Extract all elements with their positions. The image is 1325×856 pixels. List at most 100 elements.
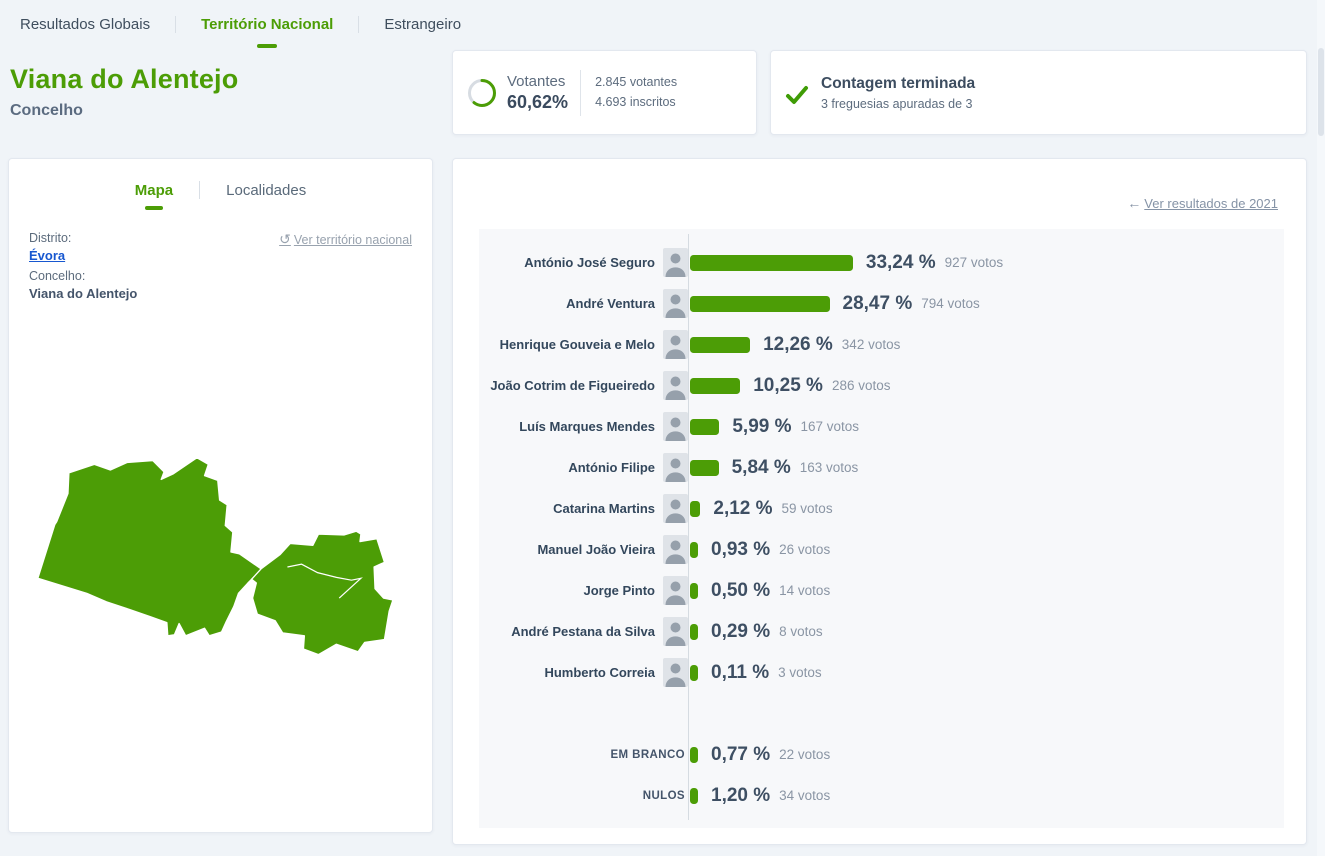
- candidate-photo: [663, 289, 688, 318]
- result-votes: 8 votos: [779, 624, 823, 639]
- result-percent: 0,93 %: [711, 538, 771, 560]
- tab-localidades[interactable]: Localidades: [226, 181, 307, 199]
- result-bar: [690, 336, 751, 353]
- result-votes: 286 votos: [831, 378, 891, 393]
- result-votes: 59 votos: [781, 501, 833, 516]
- nav-separator: [175, 16, 177, 33]
- chart-axis: [688, 234, 689, 820]
- result-percent: 0,50 %: [711, 579, 771, 601]
- map-tabs: Mapa Localidades: [9, 181, 432, 199]
- turnout-registered: 4.693 inscritos: [595, 94, 676, 109]
- map-inner-border: [287, 563, 363, 599]
- result-votes: 26 votos: [779, 542, 831, 557]
- result-percent: 33,24 %: [865, 251, 936, 273]
- candidate-photo: [663, 453, 688, 482]
- turnout-card: Votantes 60,62% 2.845 votantes 4.693 ins…: [452, 50, 757, 135]
- candidate-name: Catarina Martins: [553, 501, 655, 516]
- result-row: António Filipe 5,84 % 163 votos: [479, 447, 1284, 488]
- checkmark-icon: [785, 85, 809, 105]
- top-navigation: Resultados Globais Território Nacional E…: [18, 16, 463, 33]
- candidate-name: Jorge Pinto: [583, 583, 655, 598]
- result-votes: 794 votos: [921, 296, 980, 311]
- result-percent: 12,26 %: [763, 333, 833, 355]
- result-row: António José Seguro 33,24 % 927 votos: [479, 242, 1284, 283]
- result-votes: 3 votos: [778, 665, 822, 680]
- map-region-east[interactable]: [250, 530, 394, 656]
- undo-icon: ↺: [279, 231, 291, 247]
- result-votes: 342 votos: [841, 337, 901, 352]
- candidate-photo: [663, 371, 688, 400]
- result-percent: 2,12 %: [713, 497, 773, 519]
- candidate-name: António Filipe: [568, 460, 655, 475]
- counting-status-card: Contagem terminada 3 freguesias apuradas…: [770, 50, 1307, 135]
- municipality-map: [37, 457, 394, 656]
- chart-gap: [479, 693, 1284, 734]
- result-bar: [690, 541, 698, 558]
- turnout-ring-icon: [467, 78, 497, 108]
- candidate-photo: [663, 658, 688, 687]
- counting-status-title: Contagem terminada: [821, 74, 976, 92]
- result-row: André Ventura 28,47 % 794 votos: [479, 283, 1284, 324]
- result-votes: 163 votos: [799, 460, 859, 475]
- result-bar: [690, 500, 701, 517]
- result-row: Henrique Gouveia e Melo 12,26 % 342 voto…: [479, 324, 1284, 365]
- result-row: Luís Marques Mendes 5,99 % 167 votos: [479, 406, 1284, 447]
- candidate-name: Manuel João Vieira: [537, 542, 655, 557]
- tab-resultados-globais[interactable]: Resultados Globais: [20, 16, 151, 33]
- result-bar: [690, 664, 698, 681]
- candidate-name: António José Seguro: [524, 255, 655, 270]
- result-percent: 0,77 %: [711, 743, 771, 765]
- district-label: Distrito:: [29, 231, 72, 245]
- result-row: Jorge Pinto 0,50 % 14 votos: [479, 570, 1284, 611]
- results-card: ← Ver resultados de 2021 António José Seg…: [452, 158, 1307, 845]
- result-percent: 5,84 %: [731, 456, 791, 478]
- candidate-name: Luís Marques Mendes: [519, 419, 655, 434]
- result-percent: 5,99 %: [732, 415, 792, 437]
- page-title: Viana do Alentejo: [10, 64, 239, 94]
- tab-mapa[interactable]: Mapa: [134, 181, 174, 199]
- candidate-photo: [663, 248, 688, 277]
- map-card: Mapa Localidades Distrito: Évora Concelh…: [8, 158, 433, 833]
- result-row: EM BRANCO 0,77 % 22 votos: [479, 734, 1284, 775]
- result-votes: 34 votos: [779, 788, 831, 803]
- result-row: Humberto Correia 0,11 % 3 votos: [479, 652, 1284, 693]
- candidate-name: André Ventura: [566, 296, 655, 311]
- result-percent: 1,20 %: [711, 784, 771, 806]
- municipality-value: Viana do Alentejo: [29, 286, 138, 301]
- map-region-west[interactable]: [37, 457, 262, 637]
- result-bar: [690, 295, 830, 312]
- result-bar: [690, 418, 720, 435]
- result-votes: 167 votos: [800, 419, 860, 434]
- candidate-name: André Pestana da Silva: [511, 624, 655, 639]
- scrollbar-thumb[interactable]: [1318, 48, 1324, 136]
- result-votes: 14 votos: [779, 583, 831, 598]
- divider: [580, 69, 582, 116]
- result-row: NULOS 1,20 % 34 votos: [479, 775, 1284, 816]
- page-subtitle: Concelho: [10, 102, 83, 119]
- result-bar: [690, 459, 719, 476]
- result-percent: 0,29 %: [711, 620, 771, 642]
- turnout-voters: 2.845 votantes: [595, 75, 678, 90]
- reset-territory-link[interactable]: ↺ Ver território nacional: [279, 231, 412, 247]
- candidate-photo: [663, 576, 688, 605]
- counting-status-subtitle: 3 freguesias apuradas de 3: [821, 96, 973, 111]
- candidate-name: NULOS: [642, 789, 685, 802]
- previous-results-link[interactable]: ← Ver resultados de 2021: [1127, 195, 1278, 211]
- left-arrow-icon: ←: [1127, 195, 1142, 211]
- candidate-name: EM BRANCO: [610, 748, 685, 761]
- results-chart: António José Seguro 33,24 % 927 votos An…: [479, 229, 1284, 828]
- result-votes: 22 votos: [779, 747, 831, 762]
- turnout-label: Votantes: [507, 72, 566, 90]
- tab-territorio-nacional[interactable]: Território Nacional: [201, 16, 334, 33]
- district-link[interactable]: Évora: [29, 248, 66, 263]
- result-bar: [690, 787, 698, 804]
- municipality-label: Concelho:: [29, 269, 86, 283]
- result-percent: 0,11 %: [711, 661, 770, 683]
- result-bar: [690, 377, 741, 394]
- scrollbar-track[interactable]: [1317, 0, 1325, 856]
- result-percent: 10,25 %: [753, 374, 823, 396]
- candidate-name: Henrique Gouveia e Melo: [499, 337, 655, 352]
- candidate-name: Humberto Correia: [544, 665, 655, 680]
- tab-estrangeiro[interactable]: Estrangeiro: [384, 16, 462, 33]
- result-bar: [690, 746, 698, 763]
